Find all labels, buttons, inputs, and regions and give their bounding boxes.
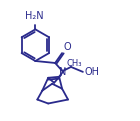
Text: N: N: [59, 67, 67, 77]
Text: CH₃: CH₃: [66, 59, 81, 68]
Text: OH: OH: [85, 67, 100, 77]
Text: H₂N: H₂N: [25, 11, 44, 21]
Text: O: O: [63, 42, 71, 52]
